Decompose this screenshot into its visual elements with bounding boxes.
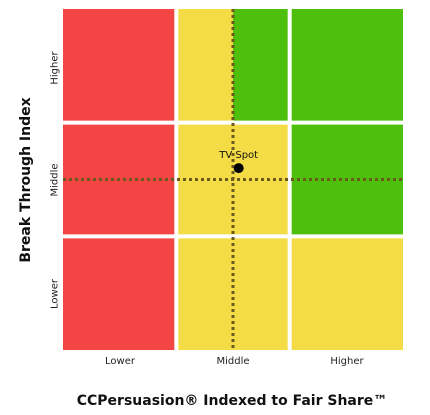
data-point-label-0: TV Spot bbox=[218, 150, 258, 161]
zone-3 bbox=[233, 9, 290, 123]
zone-2 bbox=[176, 9, 233, 123]
data-point-0 bbox=[233, 163, 244, 174]
x-tick-label-middle: Middle bbox=[216, 356, 250, 367]
x-tick-label-higher: Higher bbox=[330, 356, 364, 367]
y-tick-label-lower: Lower bbox=[49, 279, 61, 309]
y-axis-title: Break Through Index bbox=[18, 97, 34, 263]
x-tick-label-lower: Lower bbox=[105, 356, 135, 367]
y-tick-label-middle: Middle bbox=[49, 163, 61, 197]
zone-5 bbox=[289, 236, 403, 350]
y-tick-label-higher: Higher bbox=[49, 51, 61, 85]
x-axis-title: CCPersuasion® Indexed to Fair Share™ bbox=[76, 393, 388, 409]
